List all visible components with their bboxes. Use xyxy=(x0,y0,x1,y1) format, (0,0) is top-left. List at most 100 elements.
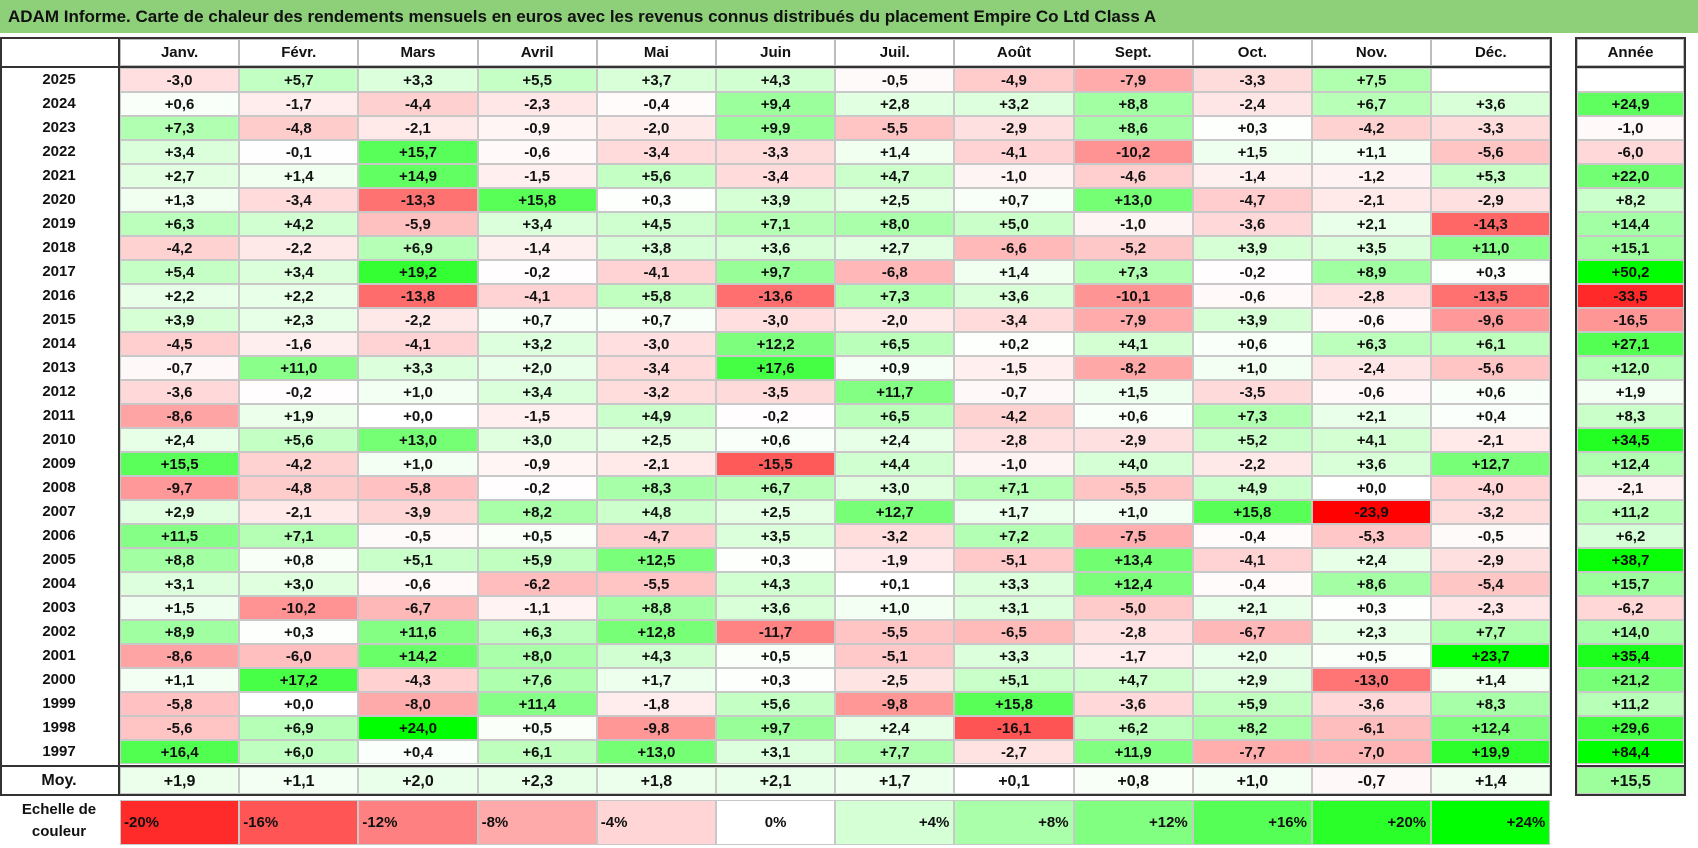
heatmap-cell: -3,6 xyxy=(120,380,240,404)
row-year-label: 2006 xyxy=(42,527,76,544)
row-year-label: 2017 xyxy=(42,263,76,280)
heatmap-cell: +2,0 xyxy=(477,356,597,380)
average-cell: +2,3 xyxy=(477,767,597,794)
average-cell: -0,7 xyxy=(1312,767,1432,794)
heatmap-cell: -3,0 xyxy=(120,68,240,92)
heatmap-cell: -3,5 xyxy=(716,380,836,404)
heatmap-cell: +3,4 xyxy=(477,380,597,404)
row-year-label: 2010 xyxy=(42,431,76,448)
heatmap-cell: +5,6 xyxy=(596,164,716,188)
heatmap-cell: +0,5 xyxy=(1312,644,1432,668)
heatmap-cell: -3,9 xyxy=(358,500,478,524)
scale-stop: +16% xyxy=(1192,800,1312,845)
row-year-label: 2001 xyxy=(42,647,76,664)
heatmap-cell: +15,8 xyxy=(954,692,1074,716)
heatmap-cell: -0,2 xyxy=(477,476,597,500)
heatmap-cell: +15,8 xyxy=(477,188,597,212)
heatmap-cell: +7,1 xyxy=(239,524,359,548)
heatmap-cell: -0,5 xyxy=(1431,524,1551,548)
heatmap-cell: +5,9 xyxy=(1192,692,1312,716)
heatmap-cell: +0,6 xyxy=(1073,404,1193,428)
average-cell: +1,7 xyxy=(835,767,955,794)
heatmap-cell: +3,8 xyxy=(596,236,716,260)
heatmap-cell: +6,3 xyxy=(477,620,597,644)
heatmap-cell: +12,7 xyxy=(835,500,955,524)
heatmap-cell: +1,0 xyxy=(1073,500,1193,524)
scale-stop: +12% xyxy=(1073,800,1193,845)
heatmap-cell: -15,5 xyxy=(716,452,836,476)
heatmap-cell: +6,7 xyxy=(1312,92,1432,116)
heatmap-cell: +8,9 xyxy=(120,620,240,644)
heatmap-cell: +5,0 xyxy=(954,212,1074,236)
heatmap-cell: +1,3 xyxy=(120,188,240,212)
heatmap-cell: -1,4 xyxy=(477,236,597,260)
heatmap-cell: +2,9 xyxy=(120,500,240,524)
heatmap-cell: -0,9 xyxy=(477,116,597,140)
heatmap-cell: -3,2 xyxy=(596,380,716,404)
heatmap-cell: -5,4 xyxy=(1431,572,1551,596)
heatmap-cell: +1,4 xyxy=(239,164,359,188)
header-separator xyxy=(0,66,1553,68)
heatmap-cell: +6,9 xyxy=(358,236,478,260)
average-cell: +2,1 xyxy=(716,767,836,794)
heatmap-cell: +12,4 xyxy=(1431,716,1551,740)
heatmap-cell: -0,1 xyxy=(239,140,359,164)
heatmap-cell: -5,5 xyxy=(1073,476,1193,500)
heatmap-cell: +3,1 xyxy=(120,572,240,596)
heatmap-cell: +3,9 xyxy=(1192,308,1312,332)
month-header: Juil. xyxy=(835,39,955,66)
heatmap-cell: +3,2 xyxy=(477,332,597,356)
header-separator-annual xyxy=(1575,66,1686,68)
heatmap-cell: +13,4 xyxy=(1073,548,1193,572)
row-year-label: 2004 xyxy=(42,575,76,592)
heatmap-cell: +3,4 xyxy=(477,212,597,236)
heatmap-cell: +19,9 xyxy=(1431,740,1551,764)
scale-stop: -20% xyxy=(120,800,240,845)
heatmap-cell: -8,6 xyxy=(120,644,240,668)
heatmap-cell: -2,9 xyxy=(1431,548,1551,572)
heatmap-cell: -6,5 xyxy=(954,620,1074,644)
heatmap-cell: +8,6 xyxy=(1073,116,1193,140)
heatmap-cell: -13,0 xyxy=(1312,668,1432,692)
annual-cell: -6,2 xyxy=(1577,596,1684,620)
heatmap-cell: -0,6 xyxy=(1312,380,1432,404)
month-header: Juin xyxy=(716,39,836,66)
heatmap-cell: -5,3 xyxy=(1312,524,1432,548)
annual-cell: +21,2 xyxy=(1577,668,1684,692)
heatmap-cell: +3,9 xyxy=(120,308,240,332)
row-year-label: 2012 xyxy=(42,383,76,400)
heatmap-cell: +11,9 xyxy=(1073,740,1193,764)
heatmap-cell: +0,0 xyxy=(1312,476,1432,500)
heatmap-cell: -0,7 xyxy=(954,380,1074,404)
heatmap-cell: +0,0 xyxy=(358,404,478,428)
heatmap-cell: +0,3 xyxy=(239,620,359,644)
heatmap-cell: +5,7 xyxy=(239,68,359,92)
heatmap-cell: +6,5 xyxy=(835,332,955,356)
heatmap-cell: -0,5 xyxy=(835,68,955,92)
heatmap-cell: -4,9 xyxy=(954,68,1074,92)
average-cell: +0,1 xyxy=(954,767,1074,794)
heatmap-cell: +1,4 xyxy=(835,140,955,164)
heatmap-cell: -1,5 xyxy=(477,404,597,428)
row-year-label: 2014 xyxy=(42,335,76,352)
heatmap-cell: +3,1 xyxy=(954,596,1074,620)
heatmap-cell: -4,1 xyxy=(358,332,478,356)
month-header: Sept. xyxy=(1073,39,1193,66)
heatmap-cell: +3,4 xyxy=(120,140,240,164)
heatmap-cell: +1,0 xyxy=(358,380,478,404)
heatmap-cell: +1,1 xyxy=(120,668,240,692)
annual-cell: +15,7 xyxy=(1577,572,1684,596)
heatmap-cell: -3,3 xyxy=(1192,68,1312,92)
heatmap-cell: -8,0 xyxy=(358,692,478,716)
heatmap-cell: +2,5 xyxy=(596,428,716,452)
heatmap-cell: +8,8 xyxy=(1073,92,1193,116)
heatmap-cell: +0,5 xyxy=(716,644,836,668)
annual-cell: +14,0 xyxy=(1577,620,1684,644)
heatmap-cell: -2,5 xyxy=(835,668,955,692)
heatmap-cell: -6,7 xyxy=(358,596,478,620)
heatmap-cell: -4,2 xyxy=(954,404,1074,428)
annual-cell: -16,5 xyxy=(1577,308,1684,332)
heatmap-cell: +2,3 xyxy=(239,308,359,332)
heatmap-cell: -4,0 xyxy=(1431,476,1551,500)
heatmap-cell: +4,0 xyxy=(1073,452,1193,476)
